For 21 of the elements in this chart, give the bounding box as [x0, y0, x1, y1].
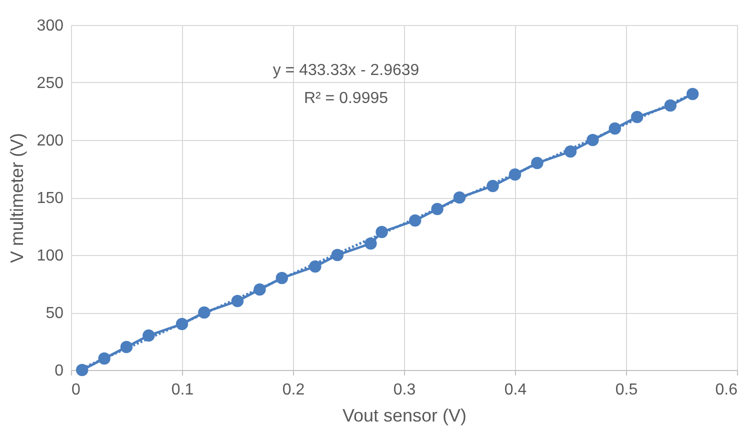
- y-tick-label: 100: [36, 248, 64, 264]
- y-tick-label: 50: [46, 305, 64, 322]
- x-tick-label: 0: [72, 382, 80, 398]
- y-tick-label: 150: [36, 190, 64, 207]
- point: [364, 237, 377, 250]
- x-axis-title: Vout sensor (V): [342, 406, 467, 426]
- y-tick-label: 250: [36, 75, 64, 92]
- y-tick-label: 300: [36, 18, 64, 34]
- x-tick-label: 0.5: [615, 382, 638, 398]
- annotation: y = 433.33x - 2.9639: [272, 62, 420, 79]
- y-tick-label: 0: [54, 362, 64, 380]
- x-tick-label: 0.2: [282, 382, 305, 398]
- annotation: R² = 0.9995: [304, 90, 388, 107]
- x-tick-label: 0.6: [715, 382, 738, 398]
- point: [76, 364, 88, 376]
- x-tick-label: 0.4: [504, 382, 527, 398]
- x-tick-label: 0.1: [171, 382, 194, 398]
- y-axis-title: V multimeter (V): [6, 132, 27, 264]
- point: [686, 88, 699, 100]
- x-tick-label: 0.3: [393, 382, 416, 398]
- y-tick-label: 200: [36, 132, 64, 150]
